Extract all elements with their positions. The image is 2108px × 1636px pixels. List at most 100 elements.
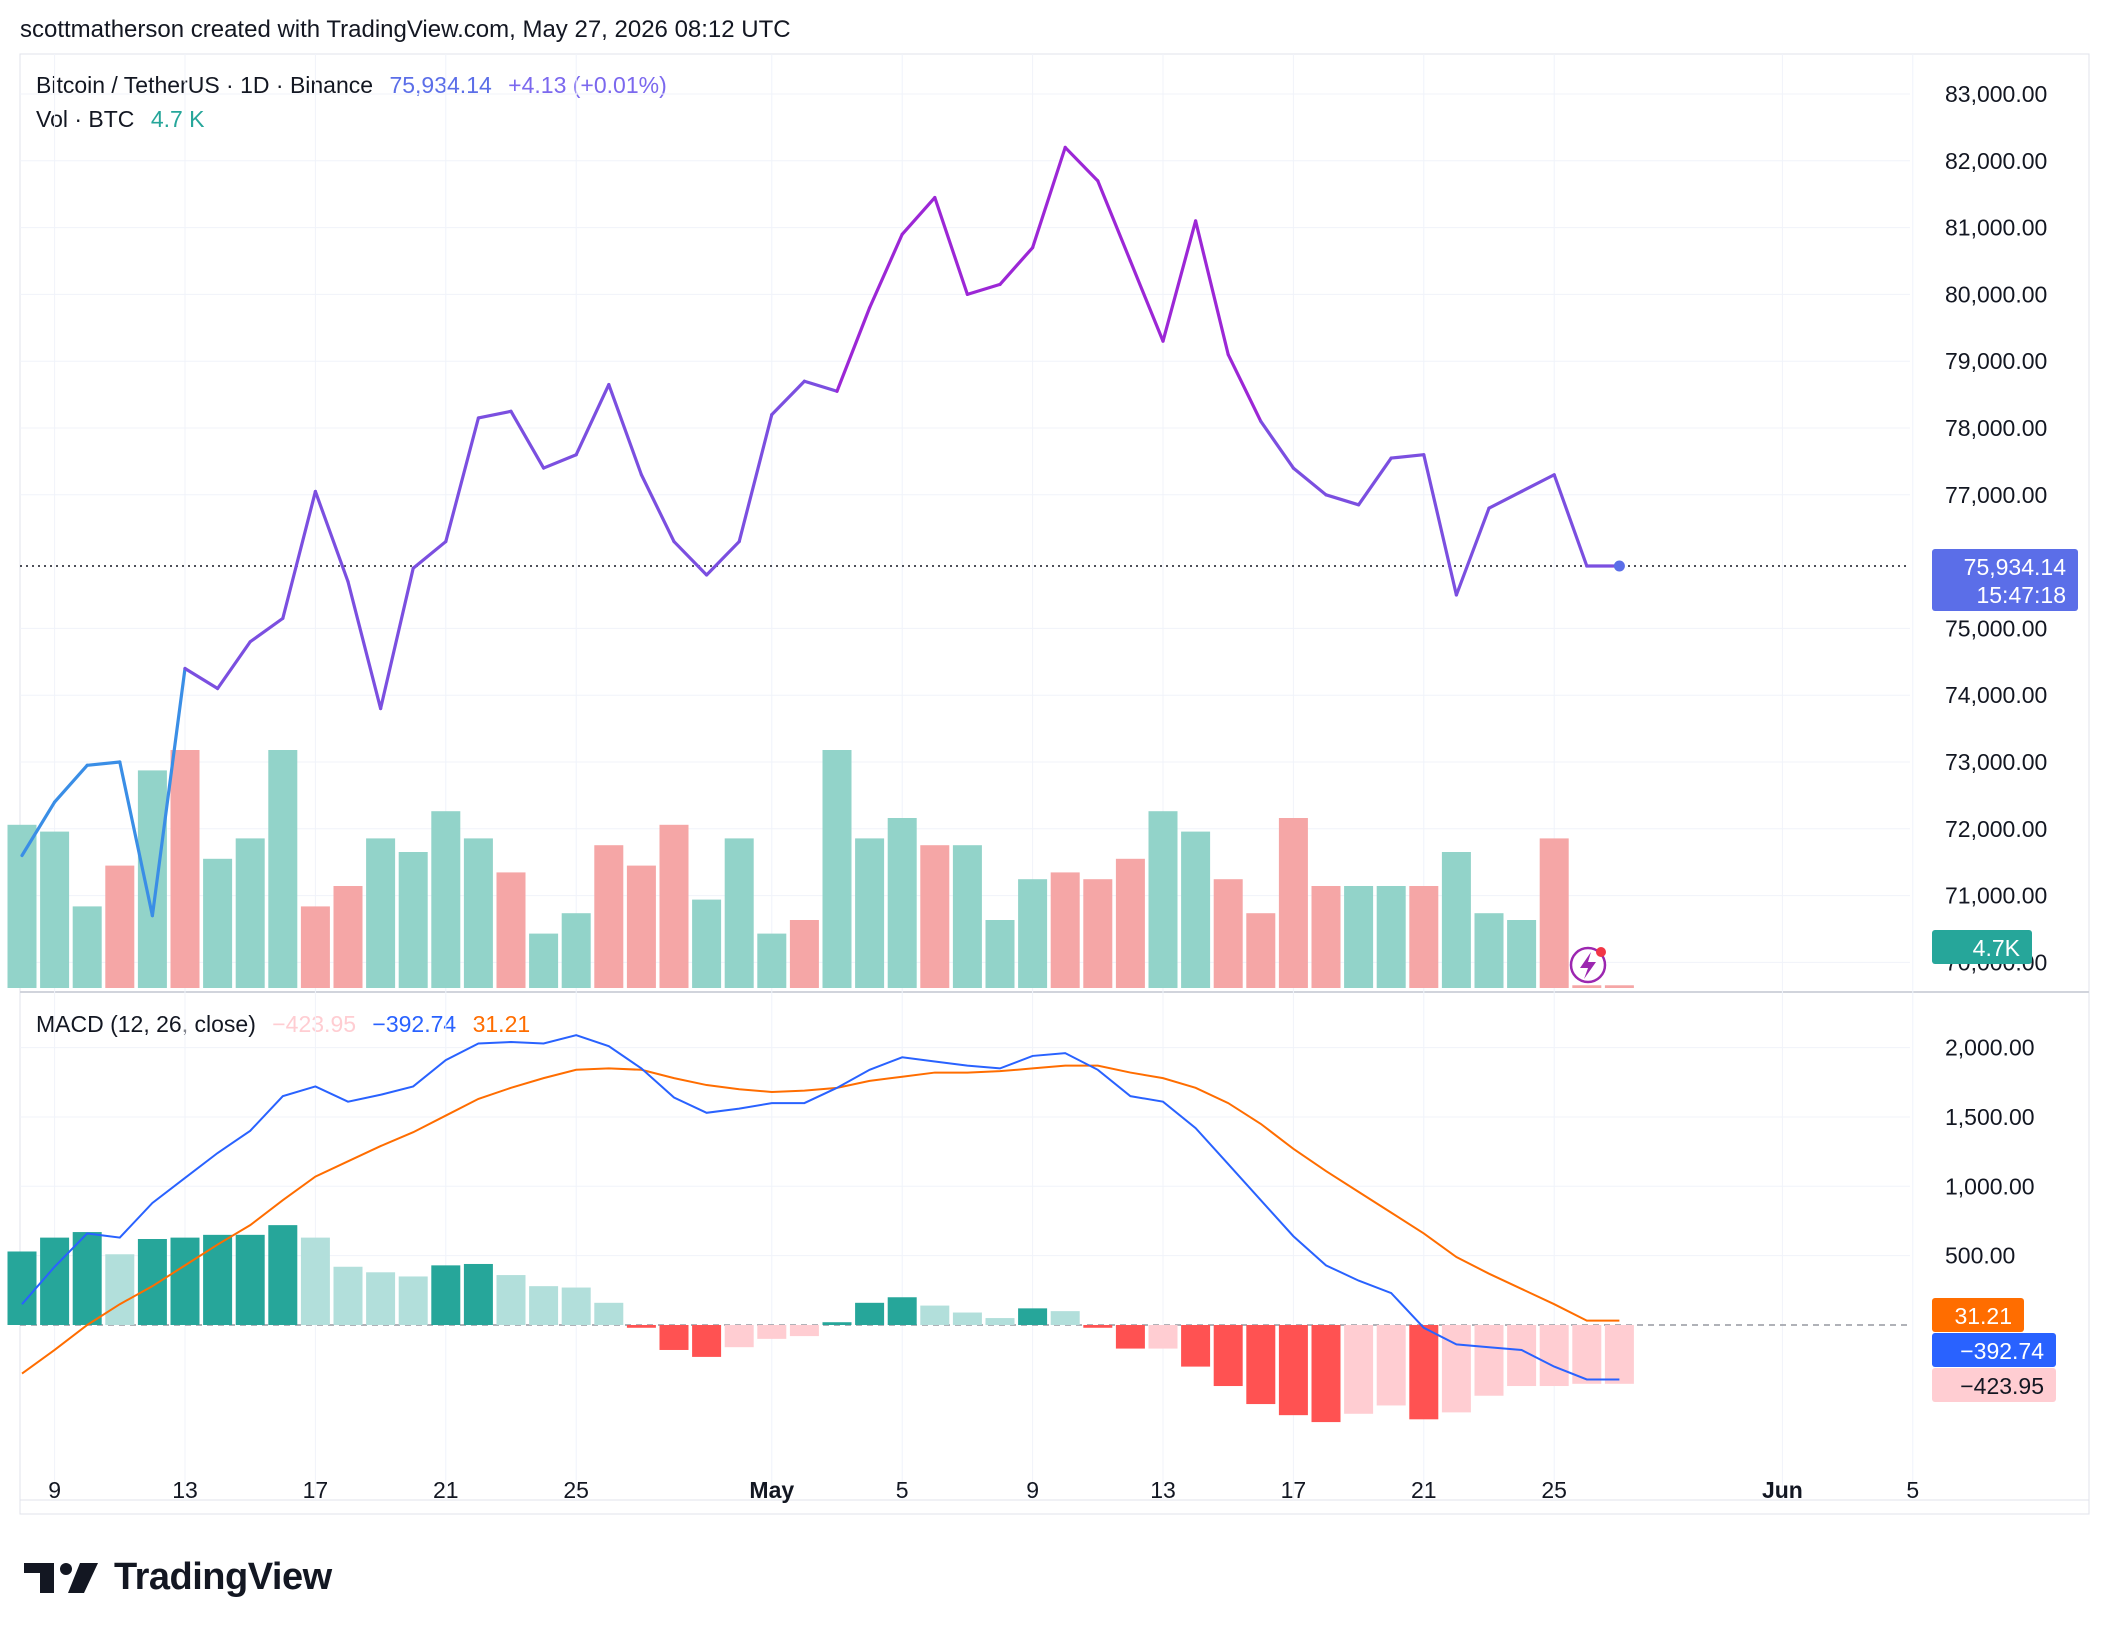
volume-label[interactable]: Vol · BTC: [36, 106, 135, 132]
macd-histogram-bar: [724, 1325, 754, 1348]
macd-histogram-bar: [1083, 1325, 1113, 1328]
macd-histogram-bar: [789, 1325, 819, 1337]
price-line-segment: [476, 409, 513, 420]
time-axis-label: 21: [433, 1477, 459, 1503]
price-line-segment: [835, 306, 872, 393]
macd-tag-bg: [1932, 1333, 2056, 1367]
macd-hist-value: −423.95: [272, 1011, 357, 1037]
price-line-segment: [933, 195, 970, 296]
volume-bar: [1050, 872, 1080, 988]
signal-tag-text: 31.21: [1954, 1303, 2012, 1329]
price-line-segment: [216, 640, 252, 691]
macd-histogram-bar: [1604, 1325, 1634, 1384]
macd-histogram-bar: [561, 1287, 591, 1325]
volume-bar: [398, 852, 428, 988]
price-line-segment: [1356, 456, 1393, 507]
volume-tag-bg: [1932, 930, 2032, 964]
time-axis-label: 25: [563, 1477, 589, 1503]
volume-bar: [1474, 913, 1504, 988]
volume-bar: [1507, 920, 1537, 988]
macd-histogram-bar: [496, 1275, 526, 1325]
macd-histogram-bar: [235, 1234, 265, 1325]
macd-axis-label: 1,000.00: [1945, 1173, 2035, 1199]
macd-label[interactable]: MACD (12, 26, close): [36, 1011, 256, 1037]
macd-histogram-bar: [366, 1272, 396, 1325]
volume-bar: [1376, 886, 1406, 988]
price-line-segment: [1324, 493, 1361, 507]
macd-axis-label: 1,500.00: [1945, 1104, 2035, 1130]
volume-bar: [952, 845, 982, 988]
price-line-segment: [183, 666, 220, 691]
volume-bar: [529, 933, 559, 988]
volume-bar: [855, 838, 885, 988]
macd-histogram-bar: [72, 1232, 102, 1325]
volume-bar: [203, 858, 233, 988]
macd-histogram-bar: [1376, 1325, 1406, 1406]
price-line-segment: [248, 616, 285, 644]
time-axis-label: Jun: [1762, 1477, 1803, 1503]
macd-histogram-bar: [1148, 1325, 1178, 1349]
price-tag-text: 15:47:18: [1976, 582, 2066, 608]
macd-axis-label: 2,000.00: [1945, 1035, 2035, 1061]
price-axis-label: 81,000.00: [1945, 215, 2047, 241]
volume-bar: [1278, 818, 1308, 988]
tradingview-logo-icon: [24, 1563, 98, 1593]
macd-histogram-bar: [398, 1276, 428, 1325]
volume-bar: [920, 845, 950, 988]
volume-bar: [1409, 886, 1439, 988]
volume-bar: [463, 838, 493, 988]
volume-bar: [105, 865, 135, 988]
time-axis-label: 17: [1281, 1477, 1307, 1503]
volume-tag-text: 4.7K: [1973, 935, 2021, 961]
macd-histogram-bar: [137, 1239, 167, 1325]
attribution: scottmatherson created with TradingView.…: [20, 16, 791, 43]
price-axis-label: 83,000.00: [1945, 81, 2047, 107]
price-line-segment: [1096, 179, 1133, 263]
signal-line: [21, 1064, 1620, 1375]
time-axis-label: 21: [1411, 1477, 1437, 1503]
macd-histogram-bar: [985, 1318, 1015, 1325]
price-line-segment: [379, 566, 415, 711]
volume-bar: [1246, 913, 1276, 988]
volume-bar: [333, 886, 363, 988]
volume-bar: [1311, 886, 1341, 988]
macd-legend-row: MACD (12, 26, close) −423.95 −392.74 31.…: [36, 1011, 530, 1038]
price-line-segment: [1552, 473, 1589, 568]
price-line-segment: [900, 195, 937, 236]
macd-histogram-bar: [1441, 1325, 1471, 1413]
time-axis-label: 5: [896, 1477, 909, 1503]
price-axis-label: 73,000.00: [1945, 749, 2047, 775]
tradingview-logo[interactable]: TradingView: [24, 1556, 332, 1598]
volume-bar: [692, 899, 722, 988]
last-price-dot[interactable]: [1613, 560, 1625, 572]
price-line-segment: [737, 413, 774, 544]
macd-histogram-bar: [1115, 1325, 1145, 1349]
volume-bar: [1441, 852, 1471, 988]
price-axis-label: 75,000.00: [1945, 615, 2047, 641]
volume-bar: [1539, 838, 1569, 988]
price-line-segment: [770, 379, 807, 417]
volume-bar: [72, 906, 102, 988]
macd-histogram-bar: [692, 1325, 722, 1357]
alert-bolt-icon[interactable]: [1569, 946, 1607, 984]
price-line-segment: [313, 489, 350, 584]
price-line-segment: [1487, 489, 1524, 510]
volume-bar: [1344, 886, 1374, 988]
macd-histogram-bar: [1050, 1311, 1080, 1325]
price-line-segment: [20, 800, 57, 858]
price-tag-text: 75,934.14: [1964, 554, 2067, 580]
volume-bar: [985, 920, 1015, 988]
macd-histogram-bar: [268, 1225, 298, 1325]
price-line-segment: [639, 473, 676, 544]
volume-bar: [1148, 811, 1178, 988]
macd-histogram-bar: [1572, 1325, 1602, 1384]
volume-bar: [822, 750, 852, 988]
price-line-segment: [965, 282, 1002, 296]
price-axis-label: 77,000.00: [1945, 482, 2047, 508]
signal-tag-bg: [1932, 1298, 2024, 1332]
volume-bar: [1181, 831, 1211, 988]
macd-signal-value: 31.21: [472, 1011, 531, 1037]
price-line-segment: [574, 382, 611, 457]
macd-axis-label: 500.00: [1945, 1243, 2015, 1269]
